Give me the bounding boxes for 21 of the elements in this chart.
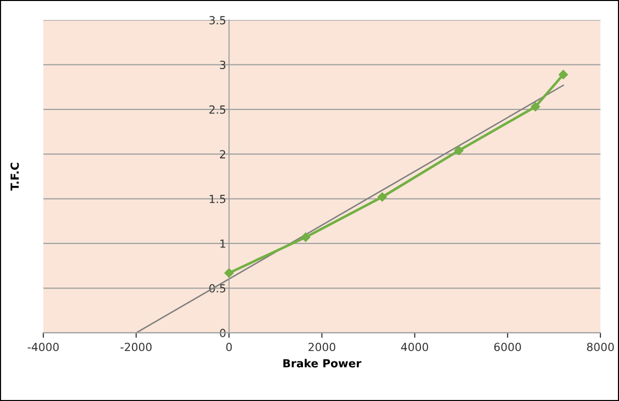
point (454, 146, 464, 156)
x-axis-title: Brake Power (283, 358, 362, 368)
point (378, 192, 387, 202)
x-tick-label: 8000 (587, 342, 614, 352)
x-tick-label: -2000 (120, 342, 152, 352)
x-tick-label: 6000 (494, 342, 521, 352)
y-tick-label: 3.5 (209, 16, 226, 24)
y-tick-label: 2.5 (209, 105, 226, 114)
y-tick-label: 1 (220, 240, 226, 248)
y-tick-label: 3 (220, 60, 226, 70)
point (224, 268, 234, 278)
y-axis-title: T.F.C (10, 162, 19, 191)
x-tick-label: 0 (226, 342, 232, 352)
x-tick-label: 2000 (308, 342, 336, 352)
x-tick-label: -4000 (28, 342, 59, 352)
y-tick-label: 2 (220, 150, 226, 158)
point (301, 232, 310, 242)
point (558, 70, 568, 80)
y-tick-label: 1.5 (210, 194, 226, 204)
point (530, 102, 540, 112)
x-tick-label: 4000 (401, 342, 428, 352)
